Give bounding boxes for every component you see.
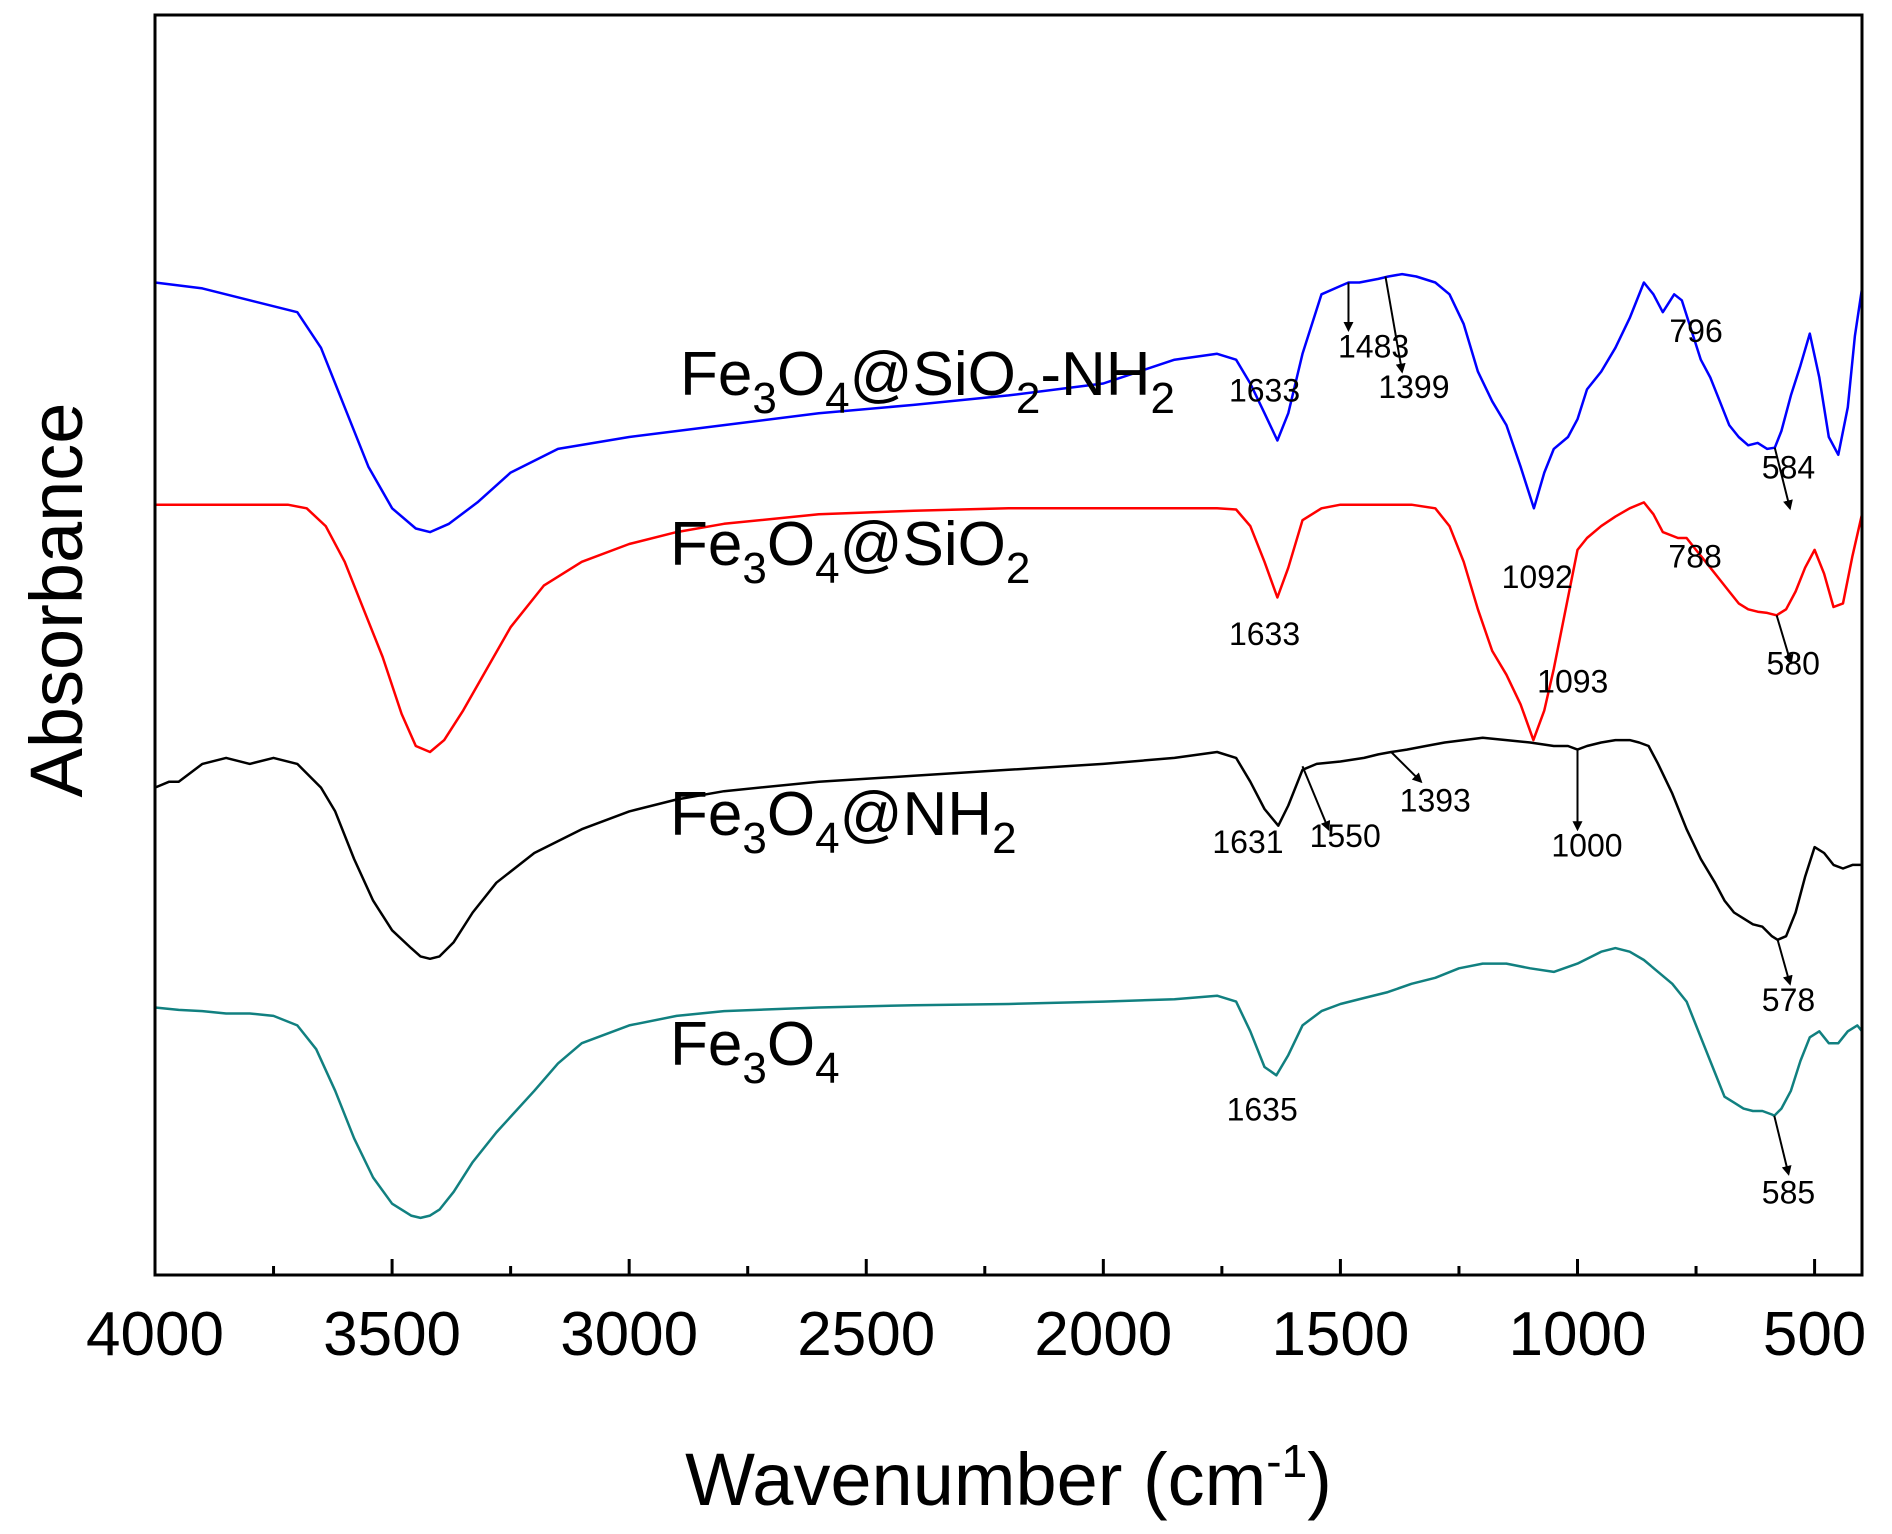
plot-frame xyxy=(153,13,1864,1277)
series-label-3: Fe3O4 xyxy=(670,1010,840,1093)
axis-layer: 4000 3500 3000 2500 2000 1500 1000 500 Wavenumbe… xyxy=(15,13,1866,1521)
series-label-2: Fe3O4@NH2 xyxy=(670,780,1017,863)
series-label-1: Fe3O4@SiO2 xyxy=(670,510,1030,593)
peak-label-1399: 1399 xyxy=(1378,369,1449,405)
peak-arrow-1393 xyxy=(1390,751,1423,784)
x-tick-label: 3500 xyxy=(323,1300,461,1369)
x-tick-label: 1000 xyxy=(1509,1300,1647,1369)
series-line-3 xyxy=(154,946,1863,1220)
peak-label-1000: 1000 xyxy=(1551,828,1622,864)
x-tick-label: 4000 xyxy=(86,1300,224,1369)
series-line-0 xyxy=(154,272,1864,534)
peak-label-585: 585 xyxy=(1762,1175,1815,1211)
peak-label-1633: 1633 xyxy=(1229,372,1300,408)
peak-label-788: 788 xyxy=(1668,539,1721,575)
x-tick-label: 2000 xyxy=(1034,1300,1172,1369)
label-layer: Fe3O4@SiO2-NH2 Fe3O4@SiO2 Fe3O4@NH2 Fe3O4 xyxy=(670,340,1175,1093)
y-axis-title: Absorbance xyxy=(15,403,98,798)
series-line-2 xyxy=(154,736,1862,961)
peak-label-580: 580 xyxy=(1767,646,1820,682)
peak-arrow-1399 xyxy=(1384,276,1406,374)
x-tick-label: 1500 xyxy=(1271,1300,1409,1369)
series-layer xyxy=(154,272,1864,1220)
annotation-layer: 1633148313991092796584163310937885801631… xyxy=(1212,276,1820,1211)
peak-label-796: 796 xyxy=(1669,313,1722,349)
peak-arrow-584 xyxy=(1773,447,1793,511)
peak-label-1633: 1633 xyxy=(1229,616,1300,652)
peak-arrow-580 xyxy=(1775,614,1794,665)
peak-label-1092: 1092 xyxy=(1502,559,1573,595)
x-tick-label: 3000 xyxy=(560,1300,698,1369)
peak-label-1093: 1093 xyxy=(1537,664,1608,700)
series-line-1 xyxy=(155,501,1864,754)
series-label-0: Fe3O4@SiO2-NH2 xyxy=(680,340,1175,423)
peak-arrow-578 xyxy=(1776,939,1793,986)
x-tick-label: 500 xyxy=(1763,1300,1866,1369)
peak-arrow-585 xyxy=(1773,1115,1792,1176)
x-tick-label: 2500 xyxy=(797,1300,935,1369)
peak-label-1550: 1550 xyxy=(1310,818,1381,854)
peak-arrow-1550 xyxy=(1301,765,1331,832)
peak-label-1635: 1635 xyxy=(1227,1091,1298,1127)
peak-label-578: 578 xyxy=(1762,982,1815,1018)
peak-label-1393: 1393 xyxy=(1400,782,1471,818)
x-axis-title: Wavenumber (cm-1) xyxy=(685,1435,1332,1521)
peak-label-584: 584 xyxy=(1762,450,1815,486)
peak-label-1631: 1631 xyxy=(1212,824,1283,860)
